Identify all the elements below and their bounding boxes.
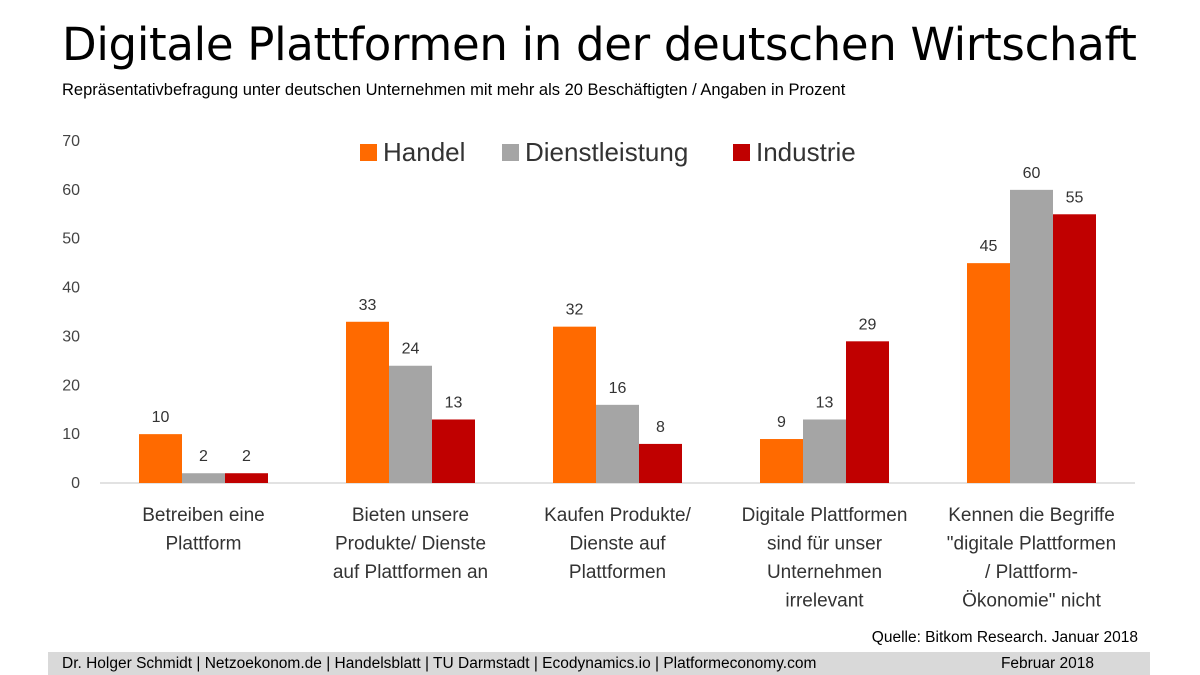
bar-dienstleistung: [803, 419, 846, 483]
y-tick-label: 20: [62, 377, 80, 394]
data-label: 2: [242, 448, 251, 465]
data-label: 8: [656, 419, 665, 436]
data-label: 13: [816, 394, 834, 411]
category-label: Kennen die Begriffe "digitale Plattformen…: [947, 505, 1116, 612]
y-tick-label: 10: [62, 426, 80, 443]
data-label: 45: [980, 238, 998, 255]
y-axis: 0 10 20 30 40 50 60 70: [62, 133, 80, 492]
y-tick-label: 30: [62, 328, 80, 345]
category-label: Betreiben eine Plattform: [142, 505, 265, 555]
data-label: 10: [152, 409, 170, 426]
data-label: 55: [1066, 189, 1084, 206]
chart-subtitle: Repräsentativbefragung unter deutschen U…: [62, 81, 846, 99]
bar-handel: [139, 434, 182, 483]
bars: [139, 189, 1096, 484]
chart-title: Digitale Plattformen in der deutschen Wi…: [62, 18, 1137, 71]
bar-dienstleistung: [1010, 189, 1053, 483]
bar-industrie: [225, 473, 268, 483]
y-tick-label: 70: [62, 133, 80, 150]
data-label: 33: [359, 297, 377, 314]
data-label: 2: [199, 448, 208, 465]
legend-label: Dienstleistung: [525, 137, 688, 167]
footer-credits: Dr. Holger Schmidt | Netzoekonom.de | Ha…: [62, 655, 817, 672]
legend-label: Handel: [383, 137, 465, 167]
legend-swatch-handel: [360, 144, 377, 161]
footer-bar: Dr. Holger Schmidt | Netzoekonom.de | Ha…: [48, 652, 1150, 675]
y-tick-label: 40: [62, 280, 80, 297]
bar-handel: [760, 439, 803, 483]
data-label: 32: [566, 302, 584, 319]
source-note: Quelle: Bitkom Research. Januar 2018: [871, 629, 1138, 646]
data-labels: 10 33 32 9 45 2 24 16 13 60 2 13 8 29 55: [152, 165, 1084, 465]
legend-swatch-industrie: [733, 144, 750, 161]
bar-handel: [553, 326, 596, 483]
bar-dienstleistung: [596, 404, 639, 483]
bar-dienstleistung: [389, 365, 432, 483]
y-tick-label: 60: [62, 182, 80, 199]
bar-industrie: [1053, 214, 1096, 484]
footer-date: Februar 2018: [1000, 655, 1094, 672]
category-labels: Betreiben eine Plattform Bieten unsere Prod…: [142, 505, 1116, 612]
bar-handel: [967, 263, 1010, 483]
bar-handel: [346, 321, 389, 483]
legend: Handel Dienstleistung Industrie: [360, 137, 856, 167]
category-label: Bieten unsere Produkte/ Dienste auf Plattf…: [333, 505, 488, 583]
data-label: 16: [609, 380, 627, 397]
legend-swatch-dienstleistung: [502, 144, 519, 161]
data-label: 24: [402, 341, 420, 358]
legend-label: Industrie: [756, 137, 856, 167]
bar-industrie: [432, 419, 475, 483]
bar-industrie: [639, 443, 682, 483]
category-label: Digitale Plattformen sind für unser Untern…: [742, 505, 908, 612]
data-label: 9: [777, 414, 786, 431]
y-tick-label: 0: [71, 475, 80, 492]
data-label: 29: [859, 316, 877, 333]
y-tick-label: 50: [62, 231, 80, 248]
data-label: 60: [1023, 165, 1041, 182]
data-label: 13: [445, 394, 463, 411]
bar-dienstleistung: [182, 473, 225, 483]
category-label: Kaufen Produkte/Dienste auf Plattformen: [544, 505, 692, 583]
bar-industrie: [846, 341, 889, 483]
